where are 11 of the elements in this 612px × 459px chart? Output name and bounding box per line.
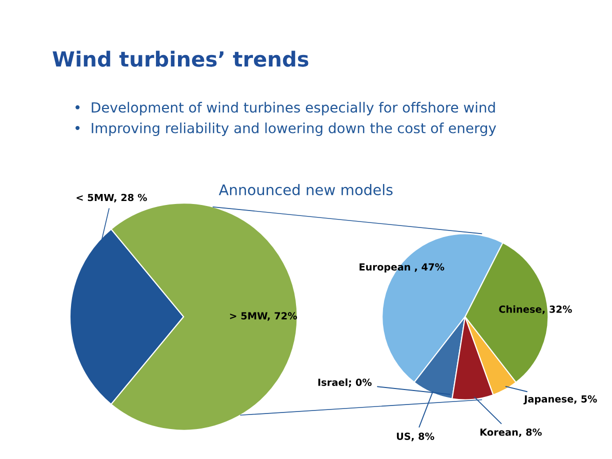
slice-label: Japanese, 5% — [524, 395, 597, 404]
category-label: Israel; 0% — [318, 378, 372, 388]
slice-label: US, 8% — [396, 432, 434, 442]
text: • Improving reliability and lowering down the cost of energy — [76, 122, 496, 136]
slice-label: < 5MW, 28 % — [76, 194, 147, 202]
text: • Development of wind turbines especially for offshore wind — [76, 102, 495, 116]
chart-title: Wind turbines’ trends — [52, 50, 308, 67]
chart-subtitle: Announced new models — [218, 184, 393, 196]
slice-label: Korean, 8% — [480, 428, 542, 438]
slice-label: Chinese, 32% — [499, 305, 572, 314]
slice-label: European , 47% — [360, 263, 444, 272]
